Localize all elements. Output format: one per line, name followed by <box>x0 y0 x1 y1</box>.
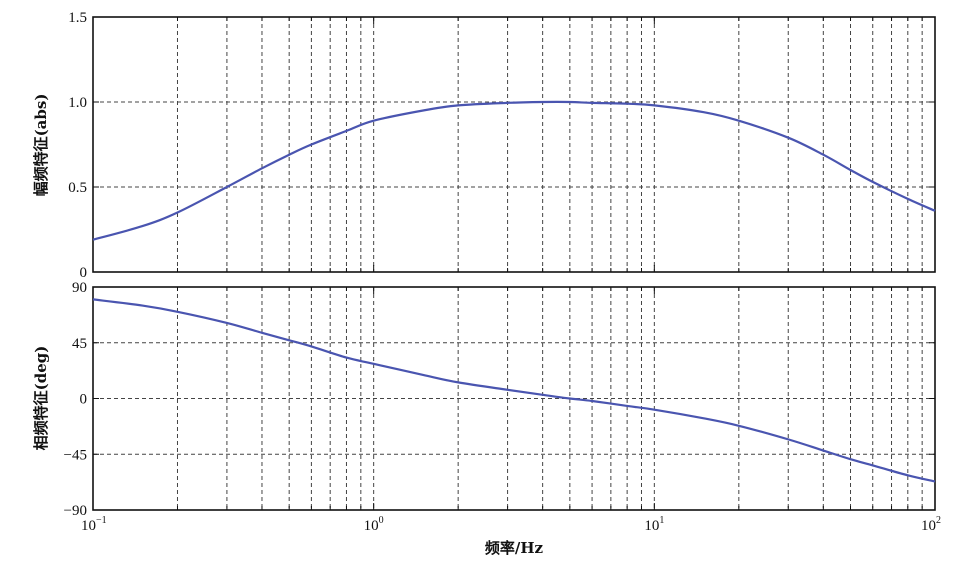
x-tick-label: 100 <box>364 515 384 534</box>
magnitude-y-tick-label: 0 <box>80 265 88 281</box>
x-tick-labels: 10−1 100 101 102 <box>81 515 941 534</box>
phase-y-tick-label: 90 <box>72 280 87 296</box>
phase-y-tick-labels: 90 45 0 −45 −90 <box>64 280 87 519</box>
x-tick-label: 10−1 <box>81 515 107 534</box>
magnitude-ticks <box>92 16 936 273</box>
magnitude-y-tick-label: 1.5 <box>68 10 87 26</box>
x-tick-label: 101 <box>644 515 664 534</box>
magnitude-y-axis-label: 幅频特征(abs) <box>32 94 50 197</box>
magnitude-y-tick-labels: 0 0.5 1.0 1.5 <box>68 10 87 281</box>
phase-y-tick-label: 45 <box>72 336 87 352</box>
phase-y-tick-label: 0 <box>80 392 88 408</box>
magnitude-frame <box>92 16 936 273</box>
phase-y-axis-label: 相频特征(deg) <box>32 346 50 451</box>
x-axis-label: 频率/Hz <box>485 539 544 557</box>
phase-y-tick-label: −90 <box>64 503 87 519</box>
magnitude-panel: 0 0.5 1.0 1.5 幅频特征(abs) <box>32 10 936 281</box>
magnitude-curve <box>92 100 936 241</box>
phase-curve <box>92 298 936 483</box>
phase-frame <box>92 286 936 511</box>
phase-grid <box>93 287 935 510</box>
phase-panel: 90 45 0 −45 −90 相频特征(deg) <box>32 280 936 519</box>
magnitude-y-tick-label: 1.0 <box>68 95 87 111</box>
magnitude-grid <box>93 17 935 272</box>
x-tick-label: 102 <box>921 515 941 534</box>
phase-y-tick-label: −45 <box>64 447 87 463</box>
magnitude-y-tick-label: 0.5 <box>68 180 87 196</box>
